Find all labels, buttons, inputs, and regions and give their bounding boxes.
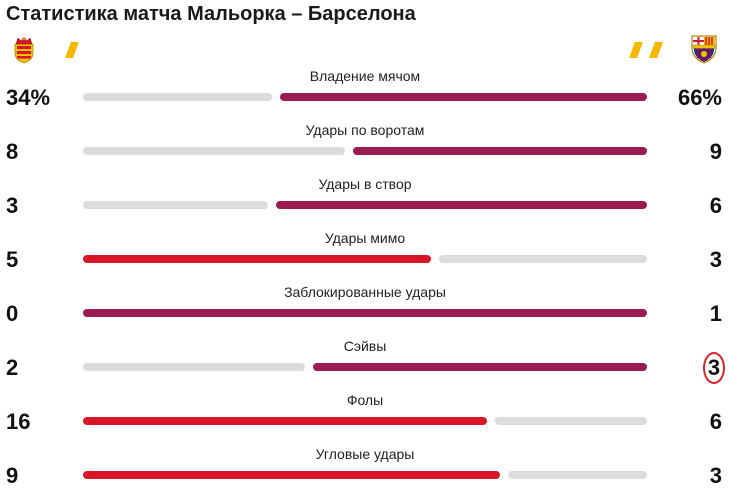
away-bar — [352, 147, 647, 155]
home-value: 9 — [6, 463, 19, 488]
away-accent-mark — [649, 42, 663, 58]
barcelona-crest-icon — [690, 34, 718, 64]
stat-label: Владение мячом — [309, 68, 421, 84]
away-bar — [280, 93, 647, 101]
away-accent-mark — [629, 42, 643, 58]
home-bar — [83, 93, 273, 101]
home-value: 34% — [6, 85, 51, 110]
stat-bar-track — [83, 471, 647, 479]
home-bar — [83, 201, 269, 209]
away-bar — [495, 417, 647, 425]
stat-row: Удары по воротам 8 9 — [0, 122, 730, 176]
home-value: 3 — [6, 193, 19, 218]
home-bar — [83, 417, 488, 425]
stat-bar-track — [83, 363, 647, 371]
stat-label: Сэйвы — [343, 338, 387, 354]
stat-row: Сэйвы 2 3 — [0, 338, 730, 392]
stat-bar-track — [83, 93, 647, 101]
away-value: 9 — [709, 139, 722, 164]
home-value: 16 — [6, 409, 31, 434]
stat-row: Удары в створ 3 6 — [0, 176, 730, 230]
home-value: 5 — [6, 247, 19, 272]
home-bar — [83, 147, 345, 155]
stat-label: Заблокированные удары — [284, 284, 446, 300]
stat-row: Владение мячом 34% 66% — [0, 68, 730, 122]
home-accent-mark — [65, 42, 79, 58]
stat-row: Удары мимо 5 3 — [0, 230, 730, 284]
away-value: 3 — [709, 247, 722, 272]
home-bar — [83, 255, 431, 263]
away-bar — [313, 363, 647, 371]
stat-bar-track — [83, 201, 647, 209]
stat-bar-track — [83, 417, 647, 425]
home-value: 8 — [6, 139, 19, 164]
away-bar — [508, 471, 647, 479]
home-bar — [83, 471, 500, 479]
stat-bar-track — [83, 309, 647, 317]
stat-bar-track — [83, 147, 647, 155]
stat-label: Удары мимо — [324, 230, 406, 246]
away-bar — [438, 255, 647, 263]
stat-label: Удары в створ — [318, 176, 412, 192]
stat-label: Удары по воротам — [305, 122, 425, 138]
stat-label: Угловые удары — [315, 446, 415, 462]
stat-row: Фолы 16 6 — [0, 392, 730, 446]
away-value: 6 — [709, 409, 722, 434]
home-value: 0 — [6, 301, 19, 326]
mallorca-crest-icon — [12, 36, 36, 64]
home-value: 2 — [6, 355, 19, 380]
away-value: 3 — [703, 352, 725, 384]
away-value: 66% — [677, 85, 722, 110]
away-value: 1 — [709, 301, 722, 326]
stat-label: Фолы — [346, 392, 384, 408]
away-bar — [83, 309, 647, 317]
stat-bar-track — [83, 255, 647, 263]
home-bar — [83, 363, 306, 371]
away-value: 6 — [709, 193, 722, 218]
stat-row: Угловые удары 9 3 — [0, 446, 730, 500]
stat-row: Заблокированные удары 0 1 — [0, 284, 730, 338]
away-value: 3 — [709, 463, 722, 488]
page-title: Статистика матча Мальорка – Барселона — [6, 3, 416, 25]
away-bar — [276, 201, 647, 209]
